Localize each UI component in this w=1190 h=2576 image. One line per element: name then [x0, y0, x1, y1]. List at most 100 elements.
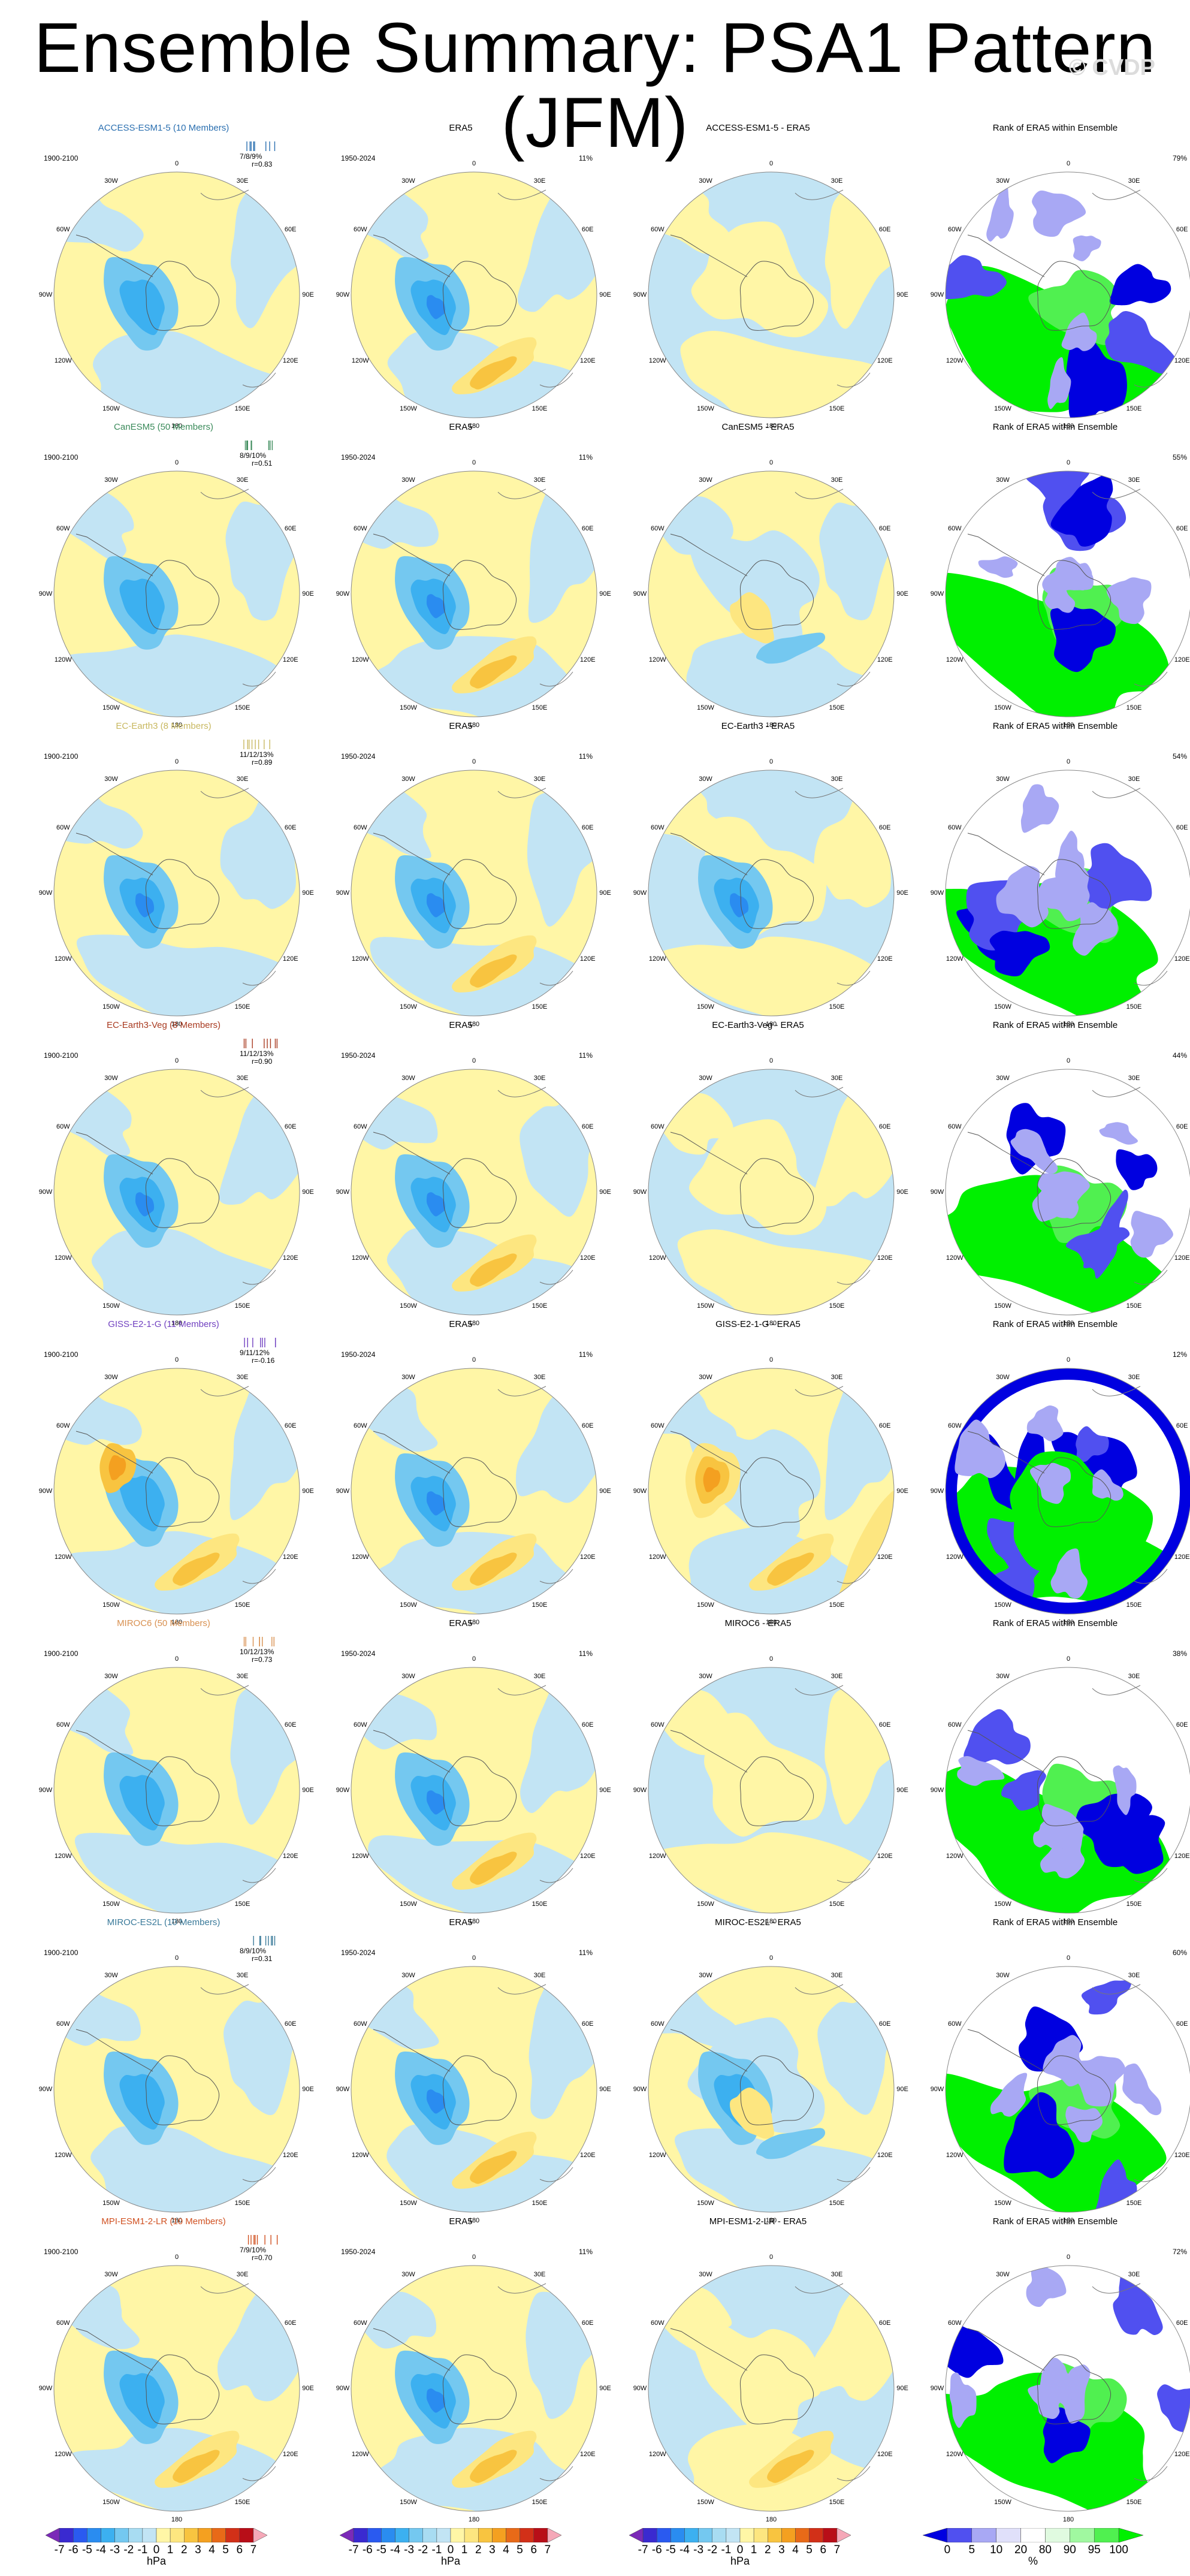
panel-title: ERA5: [449, 1917, 473, 1928]
lon-label: 90W: [336, 1189, 350, 1196]
lon-label: 30W: [401, 476, 415, 484]
lon-label: 30E: [1128, 1075, 1140, 1082]
lon-label: 0: [472, 160, 476, 167]
pattern-map: [648, 470, 895, 717]
lon-label: 30E: [236, 2271, 249, 2279]
lon-label: 150W: [102, 2498, 120, 2506]
lon-label: 60W: [947, 524, 962, 532]
lon-label: 30E: [830, 1075, 843, 1082]
lon-label: 120W: [351, 1254, 369, 1262]
lon-label: 30E: [533, 1673, 546, 1681]
panel: Rank of ERA5 within Ensemble 38% 0 30E 60E 90…: [908, 1618, 1190, 1925]
lon-label: 30E: [1128, 1972, 1140, 1980]
lon-label: 120E: [1174, 2450, 1190, 2458]
antarctica-coastline: [373, 1087, 573, 1285]
lon-label: 90W: [633, 1189, 647, 1196]
rank-map: [945, 1667, 1190, 1914]
pattern-map: [648, 1368, 895, 1615]
lon-label: 60W: [353, 2020, 367, 2028]
panel: CanESM5 (50 Members) 1900-2100 8/9/10% r=0.…: [17, 422, 314, 729]
lon-label: 180: [1062, 722, 1074, 729]
lon-label: 60W: [650, 524, 665, 532]
lon-label: 90W: [930, 2086, 944, 2093]
lon-label: 0: [769, 1057, 774, 1064]
lon-label: 30E: [830, 1374, 843, 1381]
panel-title: EC-Earth3 - ERA5: [721, 721, 795, 731]
colorbar-tick: -2: [123, 2544, 134, 2556]
lon-label: 60E: [581, 524, 594, 532]
lon-label: 150E: [531, 1900, 548, 1908]
explained-variance-range: 8/9/10%: [240, 1947, 267, 1955]
lon-label: 0: [472, 459, 476, 466]
lon-label: 150W: [400, 1003, 417, 1011]
lon-label: 180: [171, 1619, 183, 1626]
panel: Rank of ERA5 within Ensemble 12% 0 30E 60E 90…: [908, 1319, 1190, 1626]
colorbar-tick: 2: [765, 2544, 771, 2556]
lon-label: 120E: [282, 656, 298, 663]
antarctica-coastline: [75, 1685, 276, 1883]
pattern-map: [53, 1667, 300, 1914]
ensemble-stats: 11/12/13% r=0.89: [240, 738, 282, 767]
antarctica-coastline: [373, 2283, 573, 2481]
lon-label: 180: [1062, 1320, 1074, 1327]
lon-label: 30W: [699, 776, 712, 783]
lon-label: 120E: [282, 2450, 298, 2458]
lon-label: 150E: [531, 2199, 548, 2207]
pattern-correlation: r=0.90: [252, 1057, 273, 1066]
lon-label: 120W: [351, 357, 369, 364]
colorbar-tick: 5: [806, 2544, 813, 2556]
lon-label: 180: [171, 1918, 183, 1925]
antarctica-coastline: [75, 1984, 276, 2182]
period-label: 1950-2024: [341, 154, 376, 162]
explained-variance-range: 11/12/13%: [240, 1049, 274, 1058]
colorbar-tick: 6: [530, 2544, 537, 2556]
colorbar-tick: 6: [236, 2544, 243, 2556]
panel-title: EC-Earth3 (8 Members): [116, 721, 212, 731]
lon-label: 30W: [104, 1075, 118, 1082]
antarctica-coastline: [75, 1386, 276, 1584]
rank-percent: 79%: [1172, 154, 1187, 162]
lon-label: 180: [171, 1021, 183, 1028]
colorbar-tick: 100: [1109, 2544, 1128, 2556]
lon-label: 180: [1062, 2516, 1074, 2523]
lon-label: 150E: [829, 1302, 845, 1310]
lon-label: 90W: [38, 1787, 53, 1794]
period-label: 1900-2100: [44, 1350, 78, 1359]
colorbar-tick: 0: [944, 2544, 951, 2556]
colorbar-tick: 0: [447, 2544, 454, 2556]
lon-label: 60E: [284, 1123, 297, 1130]
panel-title: GISS-E2-1-G - ERA5: [715, 1319, 801, 1329]
lon-label: 90W: [633, 1787, 647, 1794]
lon-label: 90W: [930, 1787, 944, 1794]
panel-title: MIROC6 - ERA5: [724, 1618, 792, 1628]
lon-label: 60E: [284, 824, 297, 831]
lon-label: 150W: [102, 1601, 120, 1609]
explained-variance: 11%: [578, 154, 593, 162]
pattern-map: [351, 171, 597, 418]
panel-title: ERA5: [449, 422, 473, 432]
lon-label: 150W: [697, 1003, 714, 1011]
lon-label: 60E: [878, 1123, 891, 1130]
lon-label: 120E: [877, 1254, 893, 1262]
rank-percent: 60%: [1172, 1948, 1187, 1957]
lon-label: 60W: [947, 1422, 962, 1429]
lon-label: 180: [1062, 1021, 1074, 1028]
lon-label: 90E: [599, 1189, 611, 1196]
antarctica-coastline: [75, 1087, 276, 1285]
lon-label: 0: [1066, 758, 1071, 765]
lon-label: 60W: [650, 824, 665, 831]
pattern-map: [53, 2265, 300, 2512]
lon-label: 60E: [878, 824, 891, 831]
lon-label: 0: [1066, 1655, 1071, 1663]
lon-label: 90W: [336, 889, 350, 897]
pattern-map: [53, 770, 300, 1016]
lon-label: 120W: [351, 955, 369, 963]
lon-label: 120E: [1174, 656, 1190, 663]
lon-label: 180: [468, 1021, 480, 1028]
lon-label: 120E: [1174, 955, 1190, 963]
lon-label: 30W: [401, 1673, 415, 1681]
lon-label: 120E: [877, 1553, 893, 1561]
lon-label: 90E: [599, 1488, 611, 1495]
rank-map: [945, 2265, 1190, 2512]
lon-label: 30W: [104, 776, 118, 783]
